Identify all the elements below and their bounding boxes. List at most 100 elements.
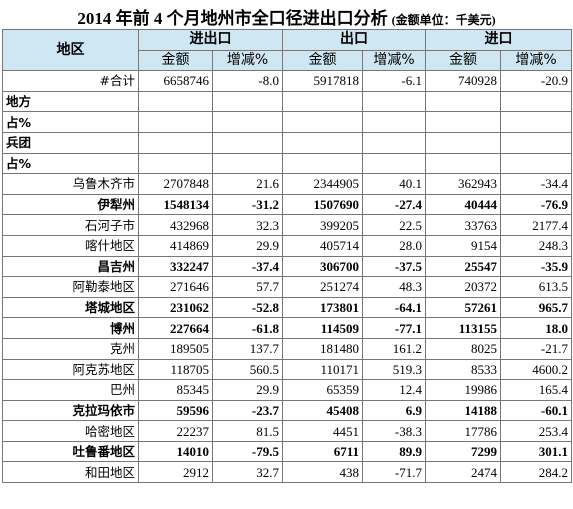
- cell-value: 1507690: [282, 193, 363, 216]
- cell-value: 33763: [425, 214, 501, 236]
- cell-value: -21.7: [500, 337, 572, 360]
- cell-value: 57261: [425, 296, 501, 319]
- table-row: #合计 6658746 -8.0 5917818 -6.1 740928 -20.9: [2, 70, 572, 92]
- cell-value: 965.7: [500, 296, 572, 319]
- cell-value: 189505: [138, 337, 213, 360]
- region-label: 塔城地区: [2, 296, 139, 319]
- table-row: 博州 227664 -61.8 114509 -77.1 113155 18.0: [2, 317, 572, 339]
- empty-cell: [362, 152, 426, 175]
- empty-cell: [212, 111, 283, 133]
- cell-value: 251274: [282, 276, 363, 298]
- cell-value: 59596: [138, 399, 213, 422]
- cell-value: -8.0: [212, 70, 283, 92]
- cell-value: 284.2: [500, 461, 572, 484]
- cell-value: -37.4: [212, 255, 283, 278]
- cell-value: -71.7: [362, 461, 426, 484]
- subheader: 金额: [282, 49, 363, 72]
- header-row: 地区 进出口 出口 进口: [2, 28, 572, 72]
- empty-cell: [282, 152, 363, 175]
- cell-value: 2344905: [282, 173, 363, 195]
- table-row: 乌鲁木齐市 2707848 21.6 2344905 40.1 362943 -34.4: [2, 173, 572, 195]
- cell-value: 48.3: [362, 276, 426, 298]
- cell-value: 1548134: [138, 193, 213, 216]
- table-row: 克州 189505 137.7 181480 161.2 8025 -21.7: [2, 337, 572, 360]
- title-text: 2014 年前 4 个月地州市全口径进出口分析: [77, 9, 388, 28]
- cell-value: 332247: [138, 255, 213, 278]
- group-header: 进口: [425, 29, 572, 51]
- cell-value: 89.9: [362, 440, 426, 463]
- empty-cell: [500, 90, 572, 113]
- cell-value: 405714: [282, 234, 363, 257]
- cell-value: 6658746: [138, 70, 213, 92]
- region-label: #合计: [2, 70, 139, 92]
- cell-value: 362943: [425, 173, 501, 195]
- empty-cell: [425, 90, 501, 113]
- cell-value: 65359: [282, 379, 363, 401]
- cell-value: 17786: [425, 420, 501, 442]
- cell-value: 81.5: [212, 420, 283, 442]
- empty-cell: [425, 152, 501, 175]
- region-label: 占%: [2, 111, 139, 133]
- cell-value: 231062: [138, 296, 213, 319]
- empty-cell: [500, 111, 572, 133]
- cell-value: 613.5: [500, 276, 572, 298]
- cell-value: 14010: [138, 440, 213, 463]
- cell-value: 22237: [138, 420, 213, 442]
- cell-value: 6.9: [362, 399, 426, 422]
- cell-value: 271646: [138, 276, 213, 298]
- cell-value: 740928: [425, 70, 501, 92]
- cell-value: 12.4: [362, 379, 426, 401]
- cell-value: 25547: [425, 255, 501, 278]
- cell-value: 113155: [425, 317, 501, 339]
- title: 2014 年前 4 个月地州市全口径进出口分析 (金额单位：千美元): [0, 4, 573, 29]
- unit-note: (金额单位：千美元): [391, 13, 496, 27]
- region-label: 喀什地区: [2, 234, 139, 257]
- cell-value: 519.3: [362, 358, 426, 381]
- table-body: #合计 6658746 -8.0 5917818 -6.1 740928 -20.9 地方 占%…: [2, 70, 572, 484]
- cell-value: 306700: [282, 255, 363, 278]
- empty-cell: [425, 111, 501, 133]
- cell-value: -23.7: [212, 399, 283, 422]
- cell-value: 40.1: [362, 173, 426, 195]
- region-label: 伊犁州: [2, 193, 139, 216]
- cell-value: -6.1: [362, 70, 426, 92]
- cell-value: -34.4: [500, 173, 572, 195]
- cell-value: 560.5: [212, 358, 283, 381]
- table-row: 石河子市 432968 32.3 399205 22.5 33763 2177.4: [2, 214, 572, 236]
- cell-value: 432968: [138, 214, 213, 236]
- empty-cell: [138, 90, 213, 113]
- region-label: 昌吉州: [2, 255, 139, 278]
- cell-value: 32.7: [212, 461, 283, 484]
- cell-value: -37.5: [362, 255, 426, 278]
- empty-cell: [212, 90, 283, 113]
- region-label: 兵团: [2, 131, 139, 154]
- region-label: 克州: [2, 337, 139, 360]
- region-label: 哈密地区: [2, 420, 139, 442]
- table-row: 兵团: [2, 131, 572, 154]
- cell-value: 227664: [138, 317, 213, 339]
- region-label: 阿克苏地区: [2, 358, 139, 381]
- subheader: 增减%: [500, 49, 572, 72]
- cell-value: 28.0: [362, 234, 426, 257]
- region-header: 地区: [2, 28, 139, 72]
- table-row: 占%: [2, 111, 572, 133]
- cell-value: 21.6: [212, 173, 283, 195]
- cell-value: 5917818: [282, 70, 363, 92]
- group-header: 进出口: [138, 29, 283, 51]
- table-row: 地方: [2, 90, 572, 113]
- table-row: 克拉玛依市 59596 -23.7 45408 6.9 14188 -60.1: [2, 399, 572, 422]
- cell-value: 399205: [282, 214, 363, 236]
- cell-value: 414869: [138, 234, 213, 257]
- cell-value: 4600.2: [500, 358, 572, 381]
- region-label: 乌鲁木齐市: [2, 173, 139, 195]
- table-row: 伊犁州 1548134 -31.2 1507690 -27.4 40444 -76.9: [2, 193, 572, 216]
- cell-value: 4451: [282, 420, 363, 442]
- cell-value: 32.3: [212, 214, 283, 236]
- cell-value: 2707848: [138, 173, 213, 195]
- cell-value: 2912: [138, 461, 213, 484]
- table-row: 和田地区 2912 32.7 438 -71.7 2474 284.2: [2, 461, 572, 484]
- cell-value: 45408: [282, 399, 363, 422]
- region-label: 和田地区: [2, 461, 139, 484]
- subheader: 增减%: [212, 49, 283, 72]
